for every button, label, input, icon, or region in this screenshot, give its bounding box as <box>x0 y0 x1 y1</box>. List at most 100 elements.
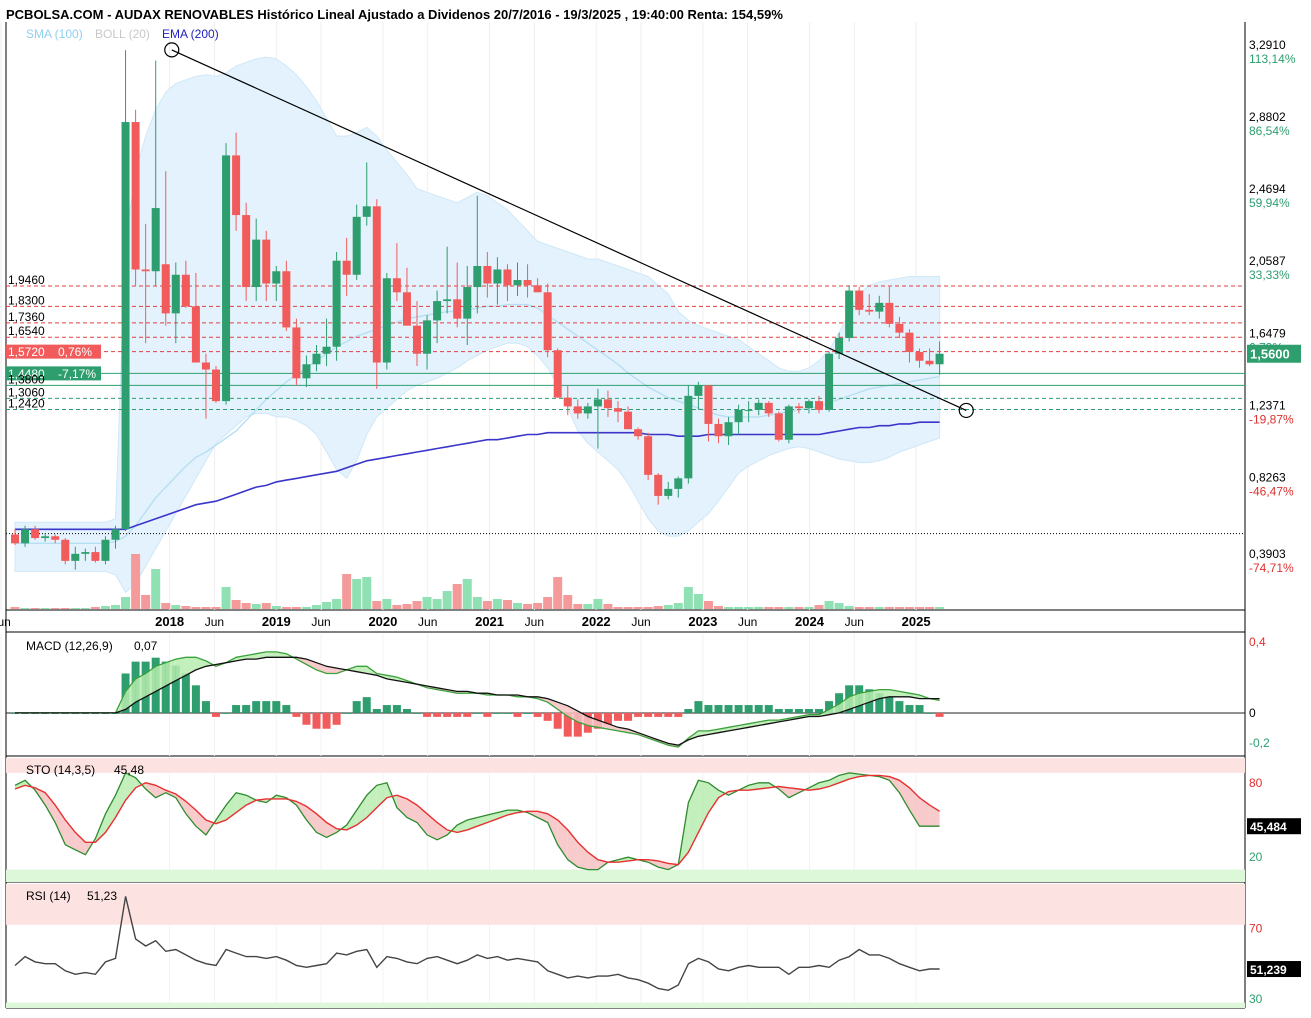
time-axis-label: Jun <box>205 615 224 629</box>
level-pct: -7,17% <box>58 367 96 381</box>
sto-last-box <box>1247 818 1301 835</box>
rsi-name: RSI (14) <box>26 889 71 903</box>
candle-body <box>714 423 723 437</box>
volume-bar <box>161 603 171 609</box>
candle-body <box>382 278 391 363</box>
candle-body <box>724 422 733 437</box>
time-axis-label: 2023 <box>688 614 717 629</box>
rsi-overbought-zone <box>6 884 1245 925</box>
time-axis-label: Jun <box>525 615 544 629</box>
volume-bar <box>412 601 422 609</box>
macd-area <box>125 678 136 710</box>
macd-histogram-bar <box>312 712 321 729</box>
macd-histogram-bar <box>282 705 291 713</box>
macd-histogram-bar <box>644 712 653 717</box>
volume-bar <box>502 600 512 609</box>
rsi-tick-label: 70 <box>1249 921 1263 935</box>
time-axis-label: Jun <box>631 615 650 629</box>
candle-body <box>684 395 693 479</box>
volume-bar <box>432 599 442 609</box>
macd-area <box>758 720 769 726</box>
price-tick-label: 2,8802 <box>1249 110 1286 124</box>
time-axis-label: 2019 <box>262 614 291 629</box>
macd-histogram-bar <box>493 712 502 714</box>
chart-title: PCBOLSA.COM - AUDAX RENOVABLES Histórico… <box>6 7 783 22</box>
candle-body <box>242 215 251 288</box>
macd-area <box>135 673 146 703</box>
level-label: 1,2420 <box>8 397 45 411</box>
volume-bar <box>754 607 764 609</box>
macd-histogram-bar <box>342 712 351 714</box>
sto-overbought-zone <box>6 758 1245 773</box>
candle-body <box>11 534 19 544</box>
volume-bar <box>482 601 492 609</box>
volume-bar <box>342 574 352 609</box>
candle-body <box>523 280 532 286</box>
volume-bar <box>332 599 342 609</box>
sto-area <box>125 772 136 801</box>
candle-body <box>754 402 763 410</box>
macd-area <box>728 725 739 731</box>
rsi-line <box>14 896 940 992</box>
volume-bar <box>50 608 60 609</box>
sto-value: 45,48 <box>114 763 144 777</box>
candle-body <box>573 406 582 414</box>
candle-body <box>845 290 854 338</box>
candle-body <box>835 337 844 354</box>
volume-bar <box>241 603 251 609</box>
pct-tick-label: -19,87% <box>1249 412 1294 426</box>
macd-histogram-bar <box>543 712 552 721</box>
candle-body <box>905 332 914 352</box>
volume-bar <box>894 607 904 609</box>
macd-histogram-bar <box>674 712 683 717</box>
candle-body <box>171 274 180 314</box>
candle-body <box>81 552 90 554</box>
level-pct: 0,76% <box>58 345 92 359</box>
sto-area <box>236 792 247 813</box>
volume-bar <box>513 603 522 609</box>
sto-area <box>909 787 920 827</box>
volume-bar <box>131 554 141 609</box>
trend-line <box>171 49 967 411</box>
sto-area <box>788 787 799 798</box>
volume-bar <box>221 587 231 609</box>
sto-area <box>427 813 438 840</box>
candle-body <box>332 260 341 347</box>
volume-bar <box>814 605 824 609</box>
candle-body <box>915 351 924 361</box>
macd-histogram-bar <box>302 712 311 725</box>
candle-body <box>31 529 40 539</box>
sto-area <box>115 772 126 818</box>
candle-body <box>141 269 150 272</box>
candle-body <box>352 216 361 275</box>
volume-bar <box>834 603 844 609</box>
sto-area <box>326 822 337 838</box>
volume-bar <box>352 579 362 609</box>
time-axis-label: 2022 <box>582 614 611 629</box>
volume-bar <box>533 603 543 609</box>
candle-body <box>453 299 462 319</box>
macd-name: MACD (12,26,9) <box>26 639 113 653</box>
macd-area <box>165 659 176 686</box>
macd-histogram-bar <box>171 665 180 713</box>
rsi-tick-label: 30 <box>1249 992 1263 1006</box>
level-label: 1,8300 <box>8 293 45 307</box>
candle-body <box>674 478 683 489</box>
macd-histogram-bar <box>272 701 281 713</box>
macd-histogram-bar <box>603 712 612 725</box>
candle-body <box>342 260 351 275</box>
volume-bar <box>703 601 713 609</box>
price-tick-label: 2,4694 <box>1249 182 1286 196</box>
pct-tick-label: 86,54% <box>1249 124 1290 138</box>
macd-area <box>246 653 257 660</box>
candle-body <box>895 323 904 333</box>
time-axis-label: Jun <box>738 615 757 629</box>
sto-area <box>557 820 568 860</box>
macd-tick-label: 0 <box>1249 706 1256 720</box>
volume-bar <box>764 607 774 609</box>
candle-body <box>372 206 381 363</box>
last-price-label: 1,5600 <box>1250 347 1290 362</box>
volume-bar <box>784 607 794 609</box>
macd-histogram-bar <box>563 712 572 737</box>
